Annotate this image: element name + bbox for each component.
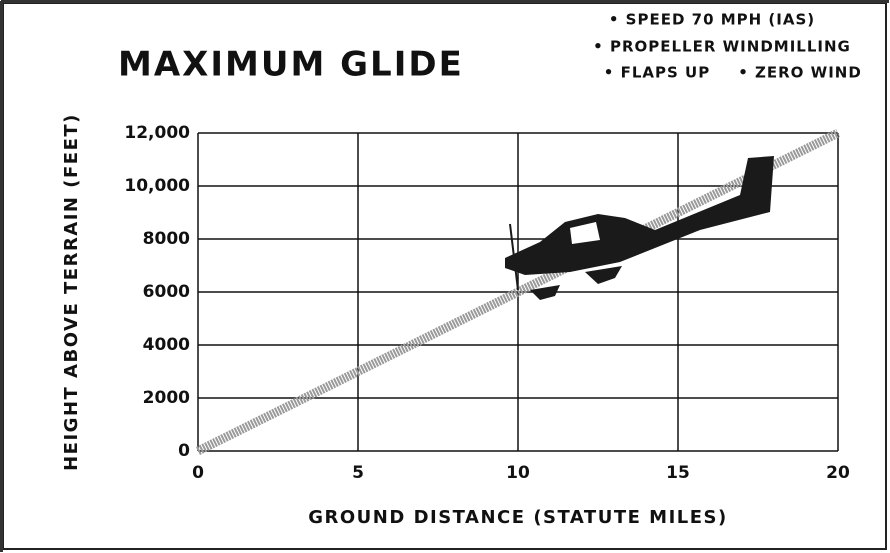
y-tick-label: 2000 (143, 388, 190, 408)
annotation: • SPEED 70 MPH (IAS) (609, 11, 815, 29)
annotation: • ZERO WIND (738, 64, 862, 82)
plot-area: 0 2000 4000 6000 8000 10,000 12,000 0 5 10 15 20 (124, 123, 850, 483)
y-tick-label: 4000 (143, 335, 190, 355)
chart: MAXIMUM GLIDE • SPEED 70 MPH (IAS) • PRO… (0, 0, 890, 553)
page: {"chart_data": {"type": "line", "title":… (0, 0, 890, 553)
frame (3, 3, 886, 549)
x-axis-label: GROUND DISTANCE (STATUTE MILES) (308, 507, 727, 528)
x-tick-label: 15 (666, 463, 690, 483)
chart-title: MAXIMUM GLIDE (118, 45, 464, 85)
y-tick-label: 6000 (143, 282, 190, 302)
y-tick-label: 10,000 (124, 176, 190, 196)
y-tick-label: 0 (178, 441, 190, 461)
y-axis-label: HEIGHT ABOVE TERRAIN (FEET) (61, 113, 82, 471)
x-tick-label: 5 (352, 463, 364, 483)
x-tick-label: 0 (192, 463, 204, 483)
annotation: • PROPELLER WINDMILLING (593, 38, 851, 56)
y-tick-label: 8000 (143, 229, 190, 249)
annotation: • FLAPS UP (604, 64, 710, 82)
y-tick-label: 12,000 (124, 123, 190, 143)
x-tick-label: 20 (826, 463, 850, 483)
x-tick-label: 10 (506, 463, 530, 483)
